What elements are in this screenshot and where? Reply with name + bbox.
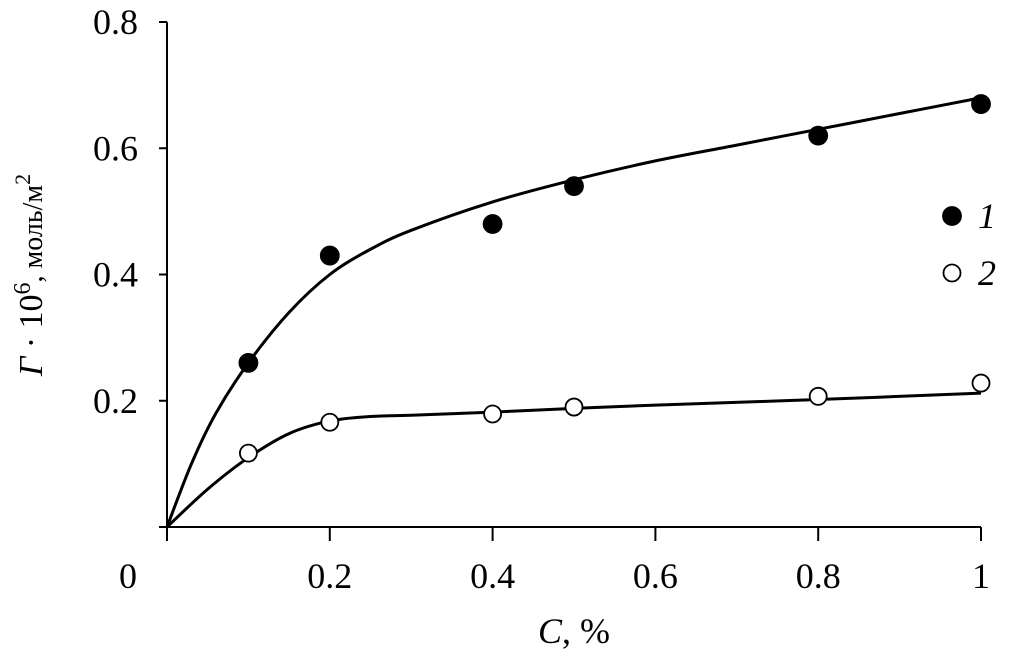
x-tick-label: 0.2 [307,556,352,596]
data-point-series-2 [238,443,258,463]
data-point-series-2 [483,404,503,424]
data-point-series-1 [238,352,259,373]
data-point-series-1 [564,176,584,197]
legend-marker-2 [942,263,962,283]
x-tick-label: 0 [119,556,137,596]
x-tick-label: 1 [972,556,990,596]
legend-label-1: 1 [978,196,996,236]
y-tick-label: 0.2 [93,381,138,421]
data-point-series-1 [319,245,340,266]
y-axis-label: Г · 106, моль/м2 [10,174,50,377]
y-tick-label: 0.4 [93,255,138,295]
data-points [238,94,991,463]
x-axis-label: C, % [538,611,610,651]
data-point-series-1 [482,214,503,234]
x-tick-label: 0.4 [470,556,515,596]
fit-curves [165,96,982,529]
fit-curve-series-1 [165,96,982,528]
axes: 0 0.2 0.4 0.6 0.8 1 0.2 0.4 0.6 0.8 [93,2,990,596]
y-tick-label: 0.8 [93,2,138,42]
legend: 12 [942,196,996,293]
legend-label-2: 2 [978,253,996,293]
data-point-series-2 [808,386,828,406]
data-point-series-2 [320,412,340,432]
data-point-series-2 [564,397,584,417]
data-point-series-1 [971,94,991,114]
y-tick-label: 0.6 [93,128,138,168]
data-point-series-1 [808,125,829,146]
data-point-series-2 [971,373,991,393]
x-tick-label: 0.8 [796,556,841,596]
legend-marker-1 [942,206,962,226]
x-tick-label: 0.6 [633,556,678,596]
